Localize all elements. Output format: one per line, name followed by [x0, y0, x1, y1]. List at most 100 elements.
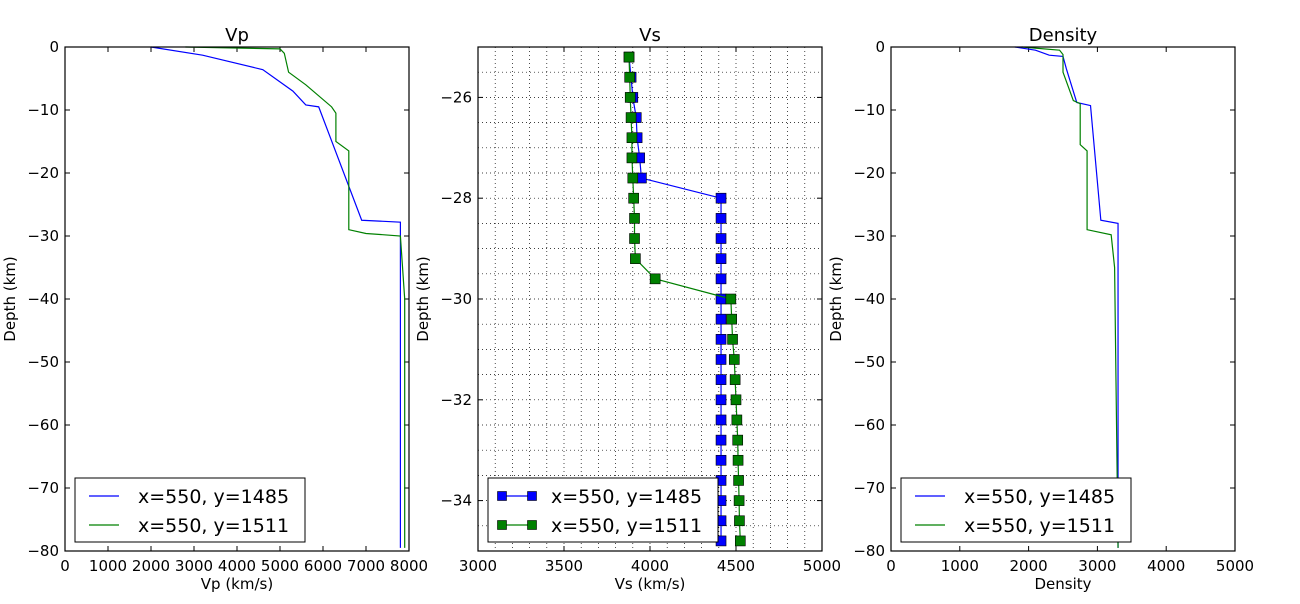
x-tick-label: 0 — [60, 557, 70, 575]
legend-label: x=550, y=1511 — [551, 515, 702, 537]
y-tick-label: −20 — [27, 164, 59, 182]
y-tick-label: −10 — [853, 101, 885, 119]
x-tick-label: 5000 — [803, 557, 841, 575]
x-tick-label: 4000 — [1147, 557, 1185, 575]
data-point — [732, 434, 744, 446]
legend: x=550, y=1485 x=550, y=1511 — [487, 477, 719, 543]
x-tick-label: 5000 — [1216, 557, 1254, 575]
data-point — [626, 152, 638, 164]
data-point — [715, 374, 727, 385]
series-line-2 — [185, 46, 406, 548]
data-point — [715, 334, 727, 345]
subplot-vp: 0 1000 2000 3000 4000 5000 6000 7000 8000 0 −10 −20… — [1, 25, 428, 593]
legend-label: x=550, y=1485 — [138, 486, 289, 508]
axes-frame — [64, 46, 410, 552]
y-tick-label: −60 — [853, 416, 885, 434]
x-tick-label: 6000 — [304, 557, 342, 575]
subplot-title: Vp — [225, 25, 249, 46]
legend-label: x=550, y=1511 — [138, 515, 289, 537]
y-axis-label: Depth (km) — [414, 256, 432, 341]
y-axis-label: Depth (km) — [827, 256, 845, 341]
y-tick-label: −32 — [440, 391, 472, 409]
legend-marker — [497, 491, 507, 501]
data-point — [627, 172, 639, 184]
y-tick-label: −10 — [27, 101, 59, 119]
data-point — [733, 495, 745, 506]
legend-box — [487, 477, 719, 543]
data-point — [715, 313, 727, 325]
x-tick-label: 4500 — [717, 557, 755, 575]
x-tick-label: 3000 — [1078, 557, 1116, 575]
x-tick-label: 2000 — [1010, 557, 1048, 575]
data-point — [715, 434, 727, 446]
x-tick-label: 1000 — [941, 557, 979, 575]
data-point — [728, 354, 740, 365]
data-point — [715, 213, 727, 224]
data-point — [715, 273, 727, 285]
y-tick-label: −80 — [27, 542, 59, 560]
y-tick-label: −30 — [853, 227, 885, 245]
legend-box — [900, 477, 1132, 543]
y-tick-label: −30 — [27, 227, 59, 245]
y-tick-label: −26 — [440, 88, 472, 106]
data-point — [725, 293, 737, 305]
x-tick-label: 2000 — [132, 557, 170, 575]
x-tick-label: 4000 — [218, 557, 256, 575]
legend: x=550, y=1485 x=550, y=1511 — [900, 477, 1132, 543]
subplot-vs: 3000 3500 4000 4500 5000 −26 −28 −30 −32 −34 Vs Vs … — [414, 25, 841, 593]
data-point — [624, 92, 636, 103]
x-axis-label: Vp (km/s) — [201, 575, 273, 593]
subplot-density: 0 1000 2000 3000 4000 5000 0 −10 −20 −30 −40 −50 −60… — [827, 25, 1254, 593]
series-line-1 — [150, 46, 401, 548]
y-tick-label: −28 — [440, 189, 472, 207]
data-point — [732, 454, 744, 466]
y-tick-label: −40 — [27, 290, 59, 308]
x-axis-label: Density — [1034, 575, 1091, 593]
series-line-1 — [1014, 46, 1119, 548]
data-point — [715, 414, 727, 426]
y-tick-label: −70 — [27, 479, 59, 497]
legend-label: x=550, y=1511 — [964, 515, 1115, 537]
x-tick-label: 0 — [886, 557, 896, 575]
data-point — [734, 535, 746, 547]
x-tick-label: 3500 — [545, 557, 583, 575]
y-tick-label: −50 — [853, 353, 885, 371]
data-point — [630, 253, 641, 264]
data-point — [629, 233, 640, 244]
y-tick-label: −60 — [27, 416, 59, 434]
data-point — [731, 414, 743, 426]
data-point — [729, 374, 741, 385]
data-point — [715, 233, 727, 244]
x-tick-label: 1000 — [89, 557, 127, 575]
data-point — [715, 354, 727, 365]
data-point — [628, 192, 639, 204]
data-point — [649, 273, 661, 285]
series-line-2 — [1021, 46, 1119, 548]
data-point — [715, 394, 727, 406]
data-point — [629, 213, 640, 224]
subplot-title: Vs — [639, 25, 661, 46]
y-tick-label: −34 — [440, 492, 472, 510]
data-point — [626, 132, 638, 144]
data-point — [733, 475, 744, 486]
y-tick-label: 0 — [49, 38, 59, 56]
x-tick-label: 3000 — [175, 557, 213, 575]
legend-label: x=550, y=1485 — [551, 486, 702, 508]
x-tick-label: 4000 — [631, 557, 669, 575]
subplot-title: Density — [1029, 25, 1098, 46]
y-tick-label: −80 — [853, 542, 885, 560]
data-point — [624, 71, 636, 83]
legend-marker — [527, 491, 537, 501]
x-tick-label: 5000 — [261, 557, 299, 575]
y-tick-label: −40 — [853, 290, 885, 308]
legend-marker — [497, 520, 507, 530]
data-point — [726, 313, 738, 325]
x-axis-label: Vs (km/s) — [615, 575, 686, 593]
x-tick-label: 8000 — [390, 557, 428, 575]
data-point — [715, 454, 727, 466]
y-tick-label: −70 — [853, 479, 885, 497]
x-tick-label: 3000 — [459, 557, 497, 575]
data-point — [727, 334, 738, 345]
y-axis-label: Depth (km) — [1, 256, 19, 341]
